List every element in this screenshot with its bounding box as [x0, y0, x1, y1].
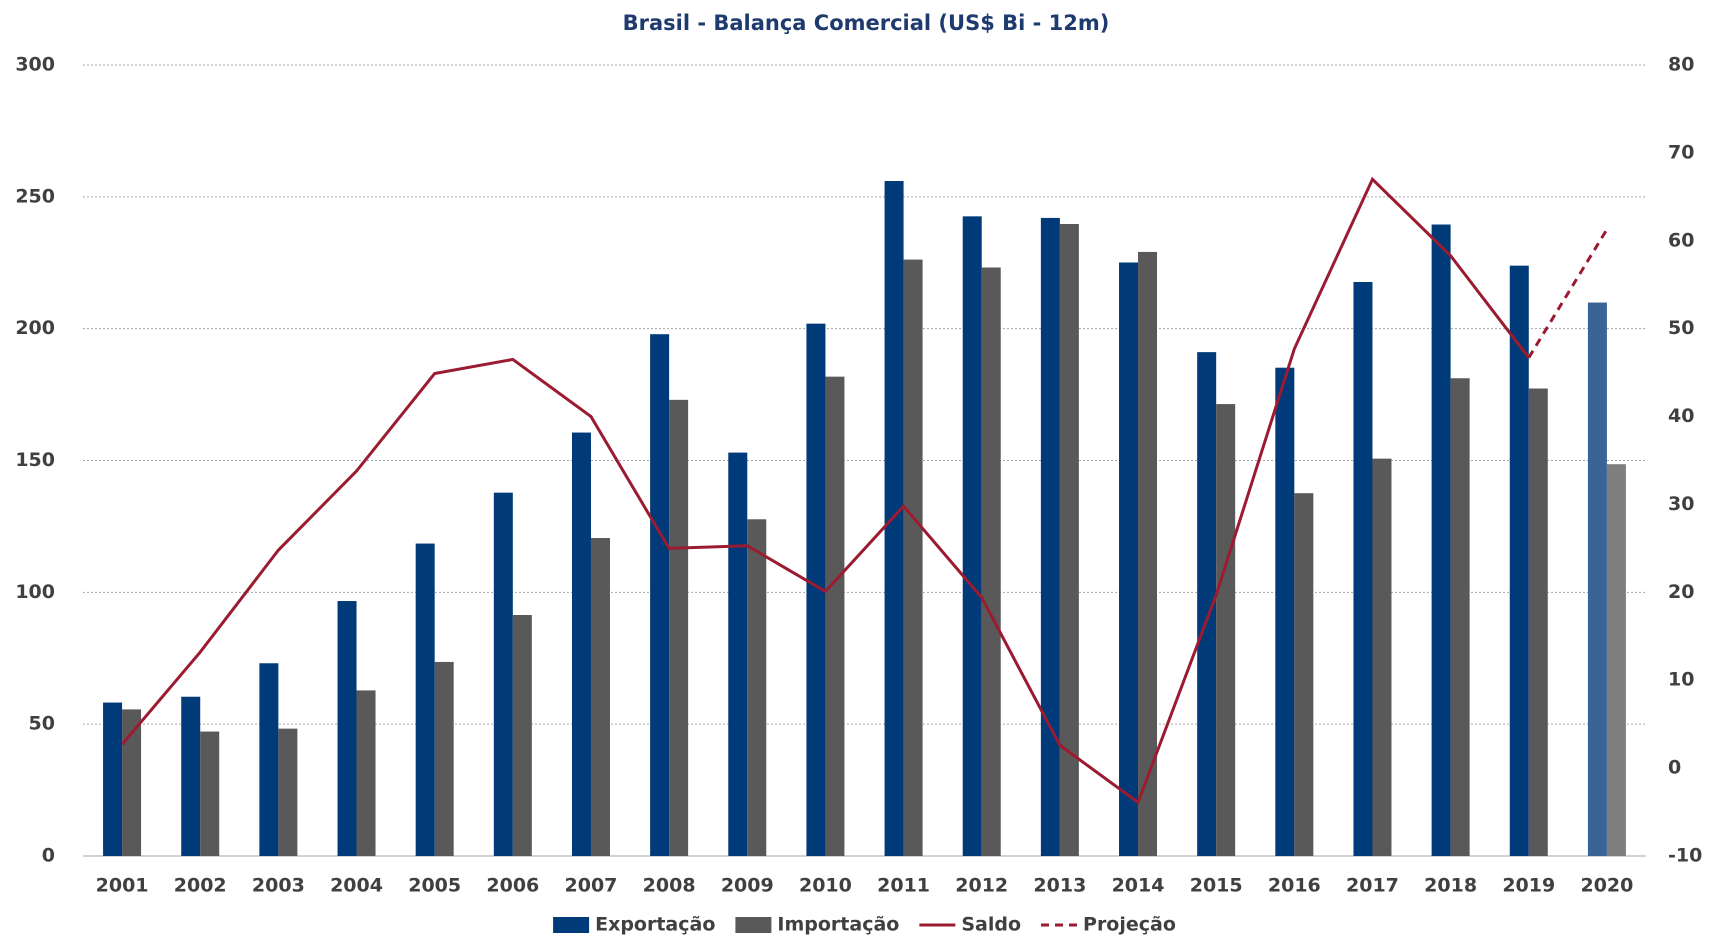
bar [825, 376, 845, 856]
line [1527, 228, 1609, 359]
x-tick-label: 2019 [1502, 875, 1555, 897]
bar [1450, 378, 1470, 856]
bar [122, 709, 142, 856]
x-tick-label: 2014 [1112, 875, 1165, 897]
y-tick-label: 100 [15, 581, 55, 603]
x-tick-label: 2015 [1190, 875, 1243, 897]
bar [337, 601, 357, 856]
x-tick-label: 2006 [486, 875, 539, 897]
chart-title: Brasil - Balança Comercial (US$ Bi - 12m… [623, 11, 1110, 35]
bar [1275, 367, 1295, 856]
x-tick-label: 2017 [1346, 875, 1399, 897]
bar [1040, 217, 1060, 857]
bar [806, 323, 826, 857]
bar [512, 615, 532, 856]
y2-tick-label: 60 [1668, 229, 1694, 251]
bar [1353, 281, 1373, 856]
y2-tick-label: -10 [1668, 845, 1702, 867]
x-tick-label: 2005 [408, 875, 461, 897]
x-tick-label: 2009 [721, 875, 774, 897]
bar [590, 538, 610, 856]
bar [1606, 464, 1626, 856]
line [120, 176, 1530, 805]
x-tick-label: 2008 [643, 875, 696, 897]
bar [1587, 302, 1607, 856]
y-tick-label: 50 [29, 713, 55, 735]
x-tick-label: 2001 [96, 875, 149, 897]
x-tick-label: 2012 [955, 875, 1008, 897]
bar [356, 690, 376, 856]
x-tick-label: 2018 [1424, 875, 1477, 897]
y2-tick-label: 70 [1668, 141, 1694, 163]
bar [181, 696, 201, 856]
legend-label: Exportação [595, 914, 715, 936]
bar [1216, 404, 1236, 856]
x-tick-label: 2004 [330, 875, 383, 897]
bar [278, 728, 298, 856]
bar [1509, 265, 1529, 856]
y2-tick-label: 80 [1668, 54, 1694, 76]
bar [1372, 458, 1392, 856]
y-tick-label: 200 [15, 317, 55, 339]
x-tick-label: 2011 [877, 875, 930, 897]
legend-label: Projeção [1083, 914, 1176, 936]
legend-label: Importação [777, 914, 899, 936]
bar [650, 334, 670, 856]
y-tick-label: 250 [15, 185, 55, 207]
bar [1294, 493, 1314, 856]
y2-tick-label: 20 [1668, 581, 1694, 603]
y2-tick-label: 30 [1668, 493, 1694, 515]
x-tick-label: 2007 [565, 875, 618, 897]
legend-label: Saldo [961, 914, 1021, 936]
legend-swatch [553, 917, 590, 933]
legend-swatch [735, 917, 772, 933]
y2-tick-label: 40 [1668, 405, 1694, 427]
bar [962, 216, 982, 856]
bar [1059, 223, 1079, 857]
bar [669, 399, 689, 856]
x-tick-label: 2020 [1580, 875, 1633, 897]
bar [434, 661, 454, 856]
x-tick-label: 2010 [799, 875, 852, 897]
x-tick-label: 2002 [174, 875, 227, 897]
bar [259, 663, 279, 856]
y-tick-label: 150 [15, 449, 55, 471]
x-tick-label: 2013 [1033, 875, 1086, 897]
bar [728, 452, 748, 856]
y-tick-label: 300 [15, 54, 55, 76]
bar [415, 543, 435, 856]
y2-tick-label: 50 [1668, 317, 1694, 339]
bar [103, 702, 123, 856]
bar [493, 492, 513, 856]
x-tick-label: 2016 [1268, 875, 1321, 897]
y2-tick-label: 0 [1668, 757, 1681, 779]
bar [1197, 352, 1217, 856]
bar [747, 519, 767, 856]
bar [571, 432, 591, 856]
bar [200, 731, 220, 856]
y2-tick-label: 10 [1668, 669, 1694, 691]
bar [1138, 251, 1158, 856]
bar [1119, 262, 1139, 856]
bar [1528, 388, 1548, 856]
bar [1431, 224, 1451, 857]
bar [981, 267, 1001, 857]
y-tick-label: 0 [42, 845, 55, 867]
x-tick-label: 2003 [252, 875, 305, 897]
bar [903, 259, 923, 856]
